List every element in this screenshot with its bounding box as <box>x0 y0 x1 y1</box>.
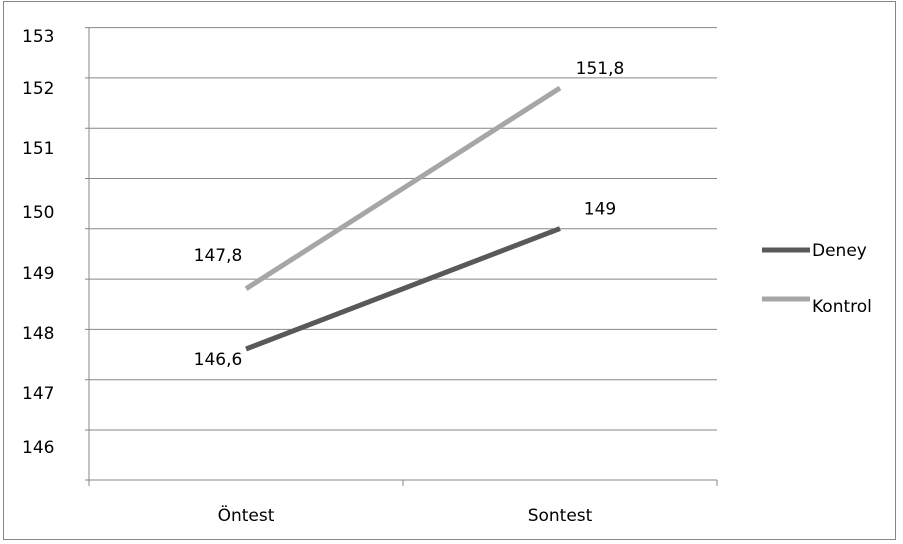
y-tick-label: 146 <box>22 438 54 458</box>
x-tick-label: Sontest <box>528 506 593 526</box>
y-tick-label: 153 <box>22 27 54 47</box>
legend-label: Kontrol <box>812 297 872 317</box>
data-label: 146,6 <box>194 350 243 370</box>
series-line-deney <box>245 226 561 352</box>
series-line-kontrol <box>244 85 562 291</box>
y-tick-label: 150 <box>22 203 54 223</box>
y-tick-label: 147 <box>22 384 54 404</box>
legend-label: Deney <box>812 241 867 261</box>
y-tick-label: 148 <box>22 324 54 344</box>
y-tick-label: 151 <box>22 139 54 159</box>
y-tick-label: 149 <box>22 264 54 284</box>
y-tick-label: 152 <box>22 79 54 99</box>
x-tick-label: Öntest <box>218 504 275 526</box>
data-label: 149 <box>584 200 616 220</box>
data-label: 151,8 <box>576 59 625 79</box>
data-label: 147,8 <box>194 246 243 266</box>
